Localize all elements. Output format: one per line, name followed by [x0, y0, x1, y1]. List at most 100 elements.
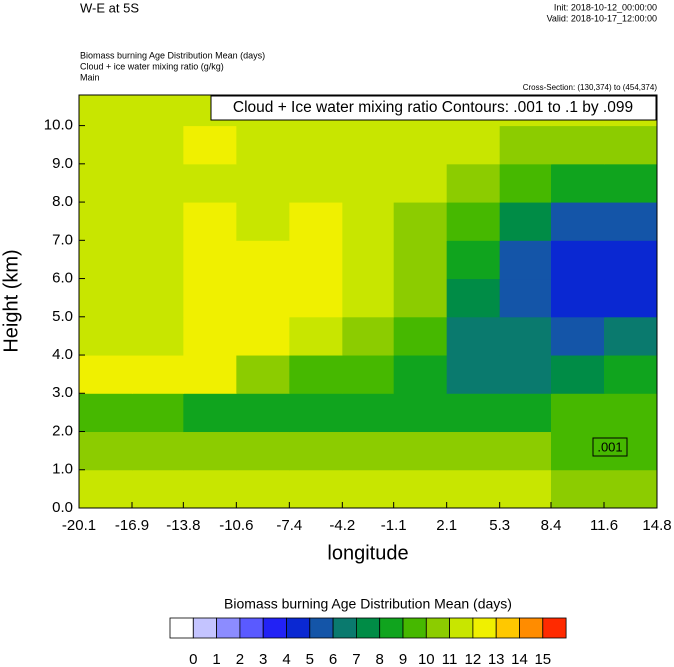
field-cell: [131, 393, 184, 433]
colorbar-box: [169, 617, 194, 639]
y-tick-label: 3.0: [52, 384, 73, 401]
field-cell: [236, 431, 290, 471]
contour-title: Cloud + Ice water mixing ratio Contours:…: [233, 99, 633, 116]
field-cell: [79, 95, 133, 127]
field-cell: [79, 431, 133, 471]
y-tick-label: 4.0: [52, 346, 73, 363]
field-cell: [342, 278, 395, 318]
field-cell: [289, 163, 343, 203]
field-cell: [446, 469, 501, 509]
field-cell: [79, 469, 133, 509]
colorbar-label: 12: [465, 651, 482, 667]
field-cell: [604, 125, 658, 165]
y-tick-label: 7.0: [52, 231, 73, 248]
field-cell: [236, 202, 290, 241]
x-tick-label: 8.4: [541, 517, 562, 534]
field-cell: [131, 469, 184, 509]
x-tick-label: -20.1: [62, 517, 96, 534]
field-cell: [342, 431, 395, 471]
field-cell: [79, 240, 133, 280]
field-cell: [289, 202, 343, 241]
colorbar-box: [472, 617, 497, 639]
x-tick-label: 11.6: [590, 517, 618, 534]
field-cell: [289, 355, 343, 394]
field-cell: [342, 163, 395, 203]
field-cell: [342, 240, 395, 280]
field-cell: [289, 469, 343, 509]
field-cell: [393, 240, 448, 280]
field-cell: [393, 202, 448, 241]
init-time: Init: 2018-10-12_00:00:00: [554, 2, 657, 12]
x-tick-label: -7.4: [276, 517, 302, 534]
field-cell: [393, 125, 448, 165]
field-cell: [131, 125, 184, 165]
colorbar-label: 5: [306, 651, 314, 667]
field-cell: [604, 469, 658, 509]
y-tick-label: 10.0: [44, 117, 73, 134]
field-cell: [131, 278, 184, 318]
field-cell: [499, 355, 552, 394]
colorbar-box: [262, 617, 287, 639]
field-cell: [289, 278, 343, 318]
field-cell: [499, 163, 552, 203]
colorbar-label: 9: [399, 651, 407, 667]
field-cell: [79, 125, 133, 165]
field-cell: [393, 431, 448, 471]
y-tick-label: 2.0: [52, 422, 73, 439]
y-axis-label: Height (km): [0, 249, 22, 352]
colorbar-label: 8: [376, 651, 384, 667]
field-cell: [446, 316, 501, 356]
field-cell: [499, 125, 552, 165]
field-cell: [342, 355, 395, 394]
field-cell: [446, 393, 501, 433]
field-cell: [551, 393, 605, 433]
field-cell: [131, 355, 184, 394]
field-cell: [79, 316, 133, 356]
field-cell: [499, 469, 552, 509]
field-cell: [604, 163, 658, 203]
field-cell: [183, 316, 237, 356]
domain: Main: [80, 72, 100, 82]
field-cell: [604, 393, 658, 433]
field-cell: [183, 163, 237, 203]
field-cell: [183, 240, 237, 280]
field-cell: [342, 393, 395, 433]
plot-frame: [78, 94, 658, 509]
field-cell: [79, 163, 133, 203]
field-cell: [499, 278, 552, 318]
field-cell: [393, 393, 448, 433]
y-tick-label: 5.0: [52, 308, 73, 325]
field-cell: [342, 202, 395, 241]
field-cell: [446, 125, 501, 165]
field-cell: [446, 202, 501, 241]
field-cell: [446, 278, 501, 318]
field-cell: [393, 355, 448, 394]
field-cell: [342, 316, 395, 356]
y-tick-label: 9.0: [52, 155, 73, 172]
x-axis-label: longitude: [327, 542, 408, 564]
field-cell: [446, 240, 501, 280]
colorbar-box: [216, 617, 241, 639]
colorbar-box: [425, 617, 450, 639]
y-tick-label: 8.0: [52, 193, 73, 210]
field-cell: [183, 125, 237, 165]
y-tick-label: 6.0: [52, 270, 73, 287]
contour-label-box: [592, 437, 628, 457]
colorbar-label: 10: [418, 651, 435, 667]
field-cell: [342, 469, 395, 509]
x-tick-label: -16.9: [115, 517, 149, 534]
field-cell: [236, 240, 290, 280]
field-cell: [446, 431, 501, 471]
field-cell: [342, 125, 395, 165]
field-cell: [604, 240, 658, 280]
x-tick-label: 14.8: [642, 517, 671, 534]
colorbar-box: [332, 617, 357, 639]
field-cell: [289, 393, 343, 433]
field-cell: [183, 278, 237, 318]
colorbar-label: 15: [534, 651, 551, 667]
field-cell: [289, 316, 343, 356]
field-cell: [551, 125, 605, 165]
colorbar-label: 6: [329, 651, 337, 667]
x-tick-label: -13.8: [166, 517, 200, 534]
